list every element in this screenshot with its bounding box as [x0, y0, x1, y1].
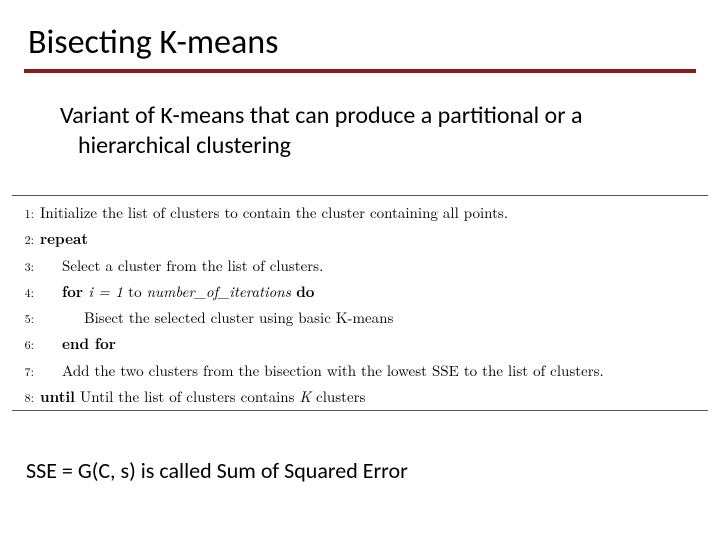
algorithm-line-text: Select a cluster from the list of cluste… [40, 253, 323, 279]
slide: Bisecting K-means Variant of K-means tha… [0, 0, 720, 540]
algorithm-bottom-rule [12, 410, 708, 411]
algorithm-line: 1: Initialize the list of clusters to con… [12, 200, 708, 226]
algorithm-line-number: 5: [12, 308, 34, 329]
algorithm-line-number: 4: [12, 282, 34, 303]
algorithm-line: 5: Bisect the selected cluster using basi… [12, 305, 708, 331]
algorithm-line-number: 3: [12, 256, 34, 277]
algorithm-block: 1: Initialize the list of clusters to con… [0, 195, 720, 411]
algorithm-line: 2: repeat [12, 226, 708, 252]
footer-note: SSE = G(C, s) is called Sum of Squared E… [26, 457, 408, 484]
slide-title: Bisecting K-means [0, 22, 720, 69]
algorithm-top-rule [12, 195, 708, 196]
algorithm-line-text: Add the two clusters from the bisection … [40, 358, 604, 384]
algorithm-line-text: Initialize the list of clusters to conta… [40, 200, 508, 226]
algorithm-line: 8: until Until the list of clusters conta… [12, 384, 708, 410]
algorithm-line-number: 6: [12, 334, 34, 355]
algorithm-line-text: end for [40, 331, 116, 357]
algorithm-line-number: 7: [12, 361, 34, 382]
algorithm-line-number: 2: [12, 229, 34, 250]
algorithm-line-text: for i = 1 to number_of_iterations do [40, 279, 314, 305]
algorithm-line: 3: Select a cluster from the list of clus… [12, 253, 708, 279]
algorithm-line: 6: end for [12, 331, 708, 357]
algorithm-lines: 1: Initialize the list of clusters to con… [12, 200, 708, 410]
algorithm-line-number: 1: [12, 203, 34, 224]
algorithm-line: 4: for i = 1 to number_of_iterations do [12, 279, 708, 305]
slide-subtitle: Variant of K-means that can produce a pa… [18, 73, 720, 161]
algorithm-line: 7: Add the two clusters from the bisectio… [12, 358, 708, 384]
algorithm-line-text: until Until the list of clusters contain… [40, 384, 365, 410]
algorithm-line-text: repeat [40, 226, 88, 252]
algorithm-line-text: Bisect the selected cluster using basic … [40, 305, 393, 331]
algorithm-line-number: 8: [12, 387, 34, 408]
